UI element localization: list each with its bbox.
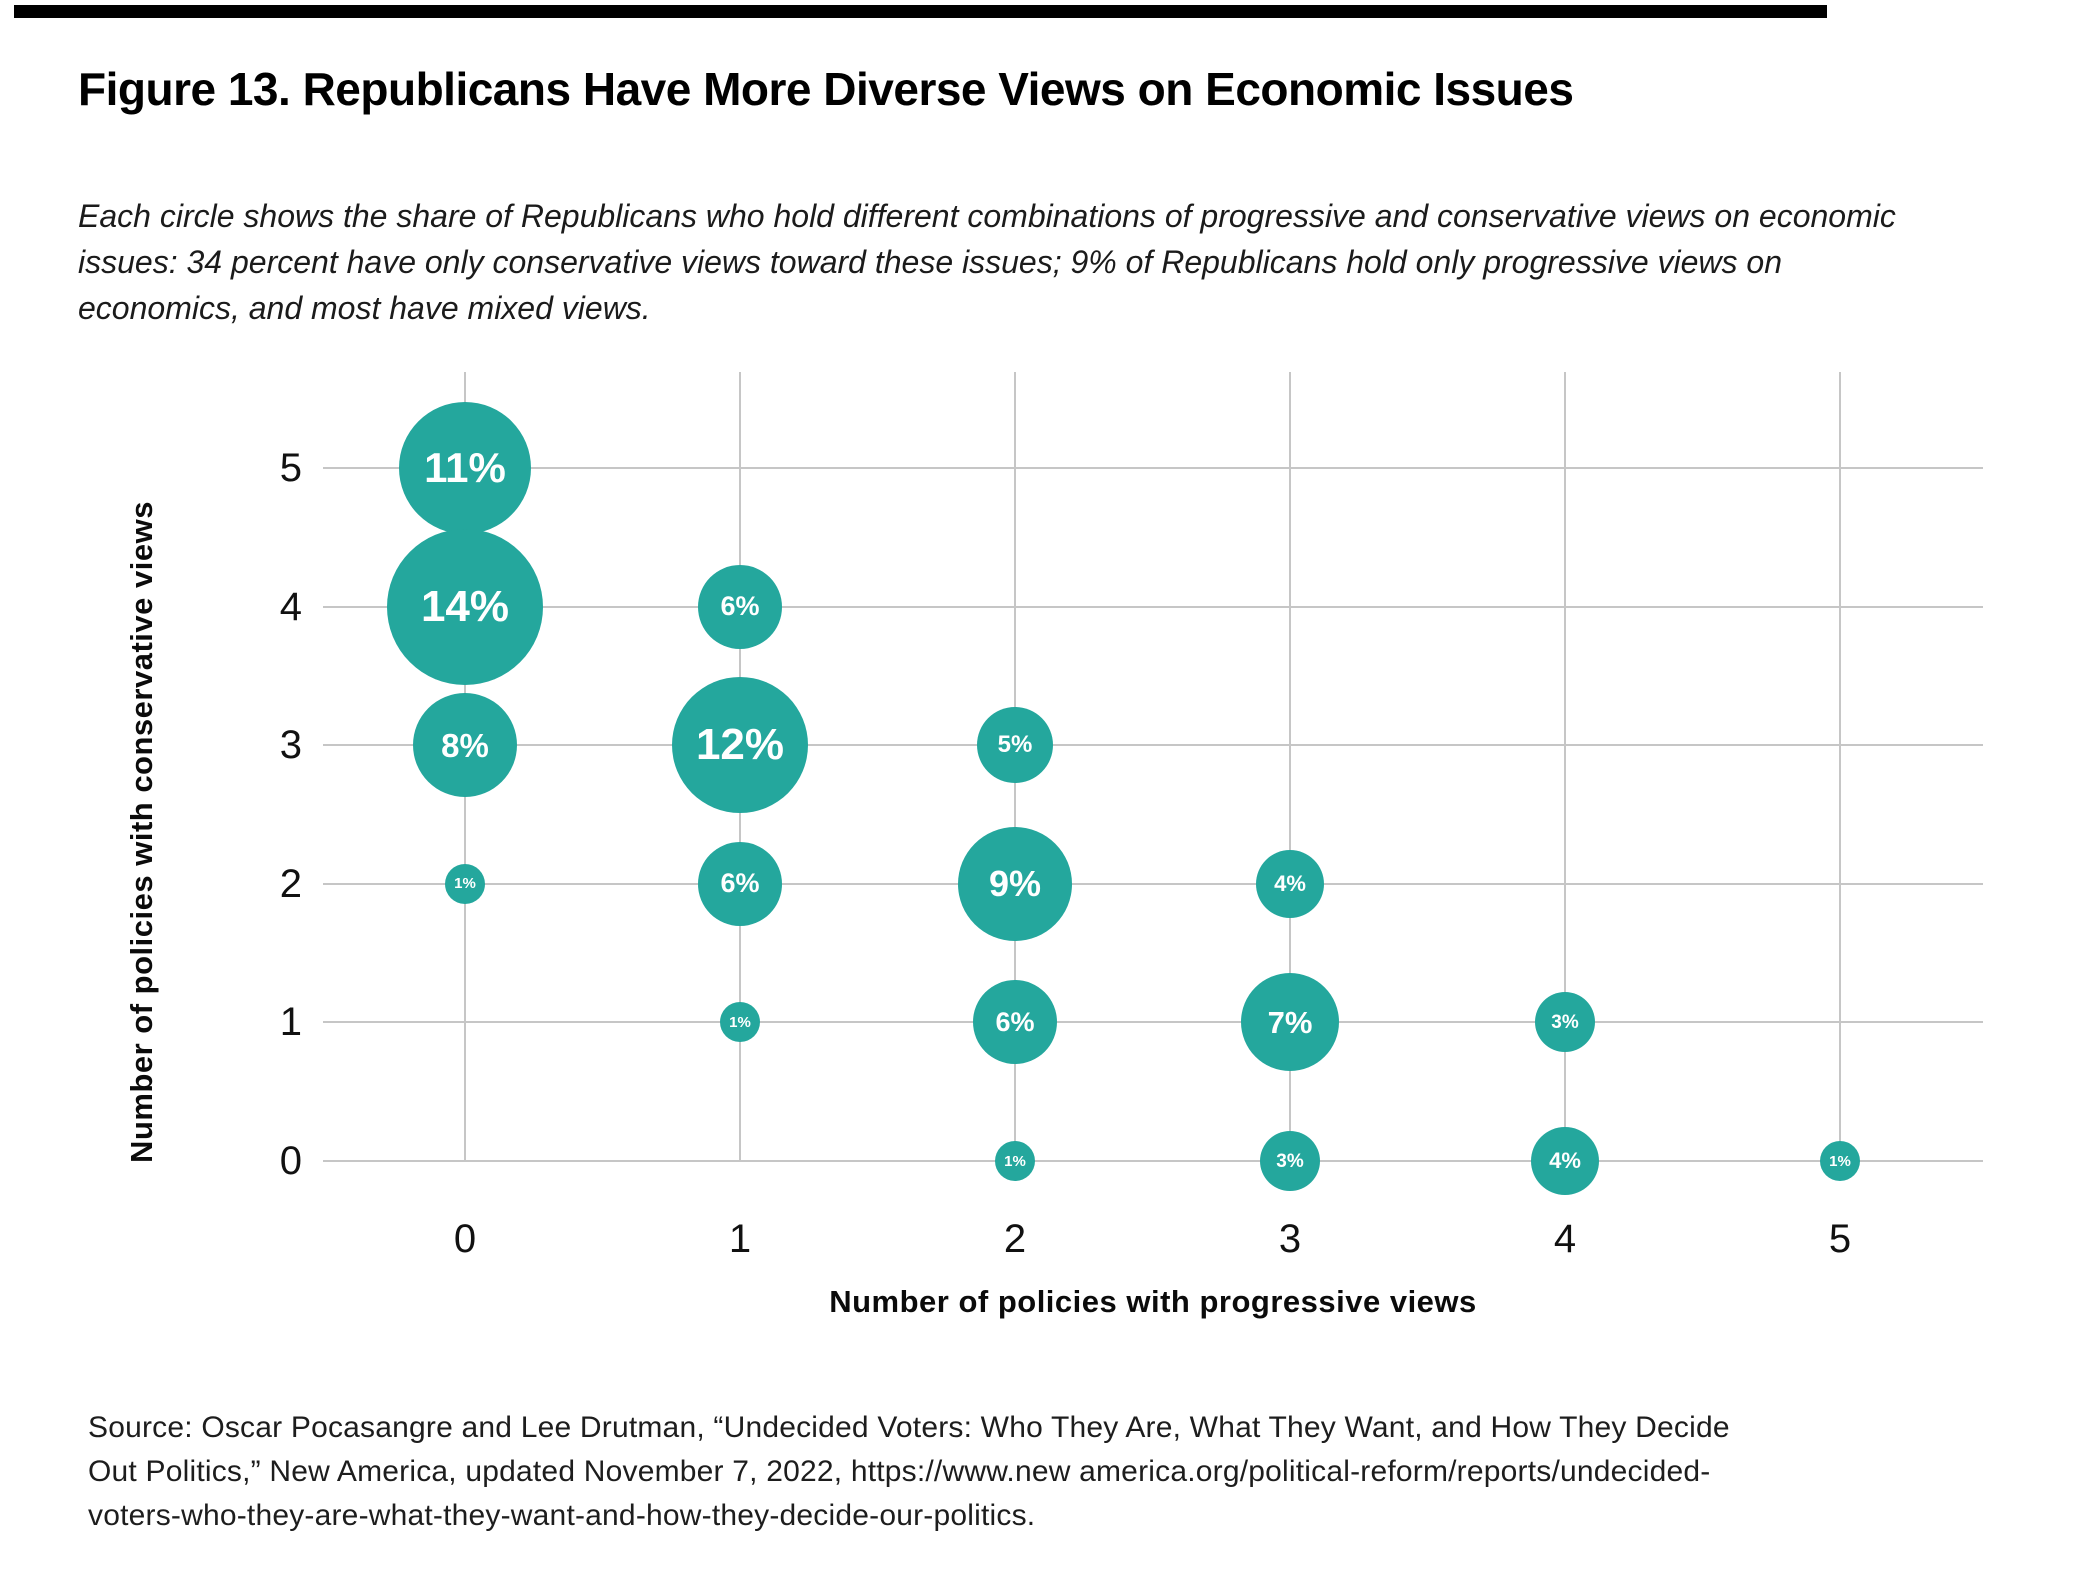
x-tick-label: 4 <box>1553 1217 1577 1261</box>
y-tick-label: 1 <box>279 1000 302 1045</box>
y-tick-label: 0 <box>279 1139 302 1183</box>
bubble-1-2: 6% <box>698 841 782 926</box>
text-line: economics, and most have mixed views. <box>78 290 651 326</box>
source-note: Source: Oscar Pocasangre and Lee Drutman… <box>88 1406 2048 1538</box>
top-accent-bar <box>14 5 1827 18</box>
h-gridline <box>323 882 1983 885</box>
x-tick-label: 0 <box>453 1217 477 1261</box>
text-line: Each circle shows the share of Republica… <box>78 198 1896 234</box>
figure-title: Figure 13. Republicans Have More Diverse… <box>78 63 1574 115</box>
bubble-1-4: 6% <box>698 564 782 649</box>
text-line: Source: Oscar Pocasangre and Lee Drutman… <box>88 1411 1730 1444</box>
h-gridline <box>323 605 1983 608</box>
v-gridline <box>1564 372 1566 1161</box>
h-gridline <box>323 467 1983 469</box>
bubble-1-3: 12% <box>672 677 808 814</box>
h-gridline <box>323 1021 1983 1024</box>
figure-subtitle: Each circle shows the share of Republica… <box>78 193 2008 331</box>
bubble-0-4: 14% <box>387 528 543 685</box>
y-tick-label: 5 <box>279 446 302 490</box>
bubble-3-2: 4% <box>1256 849 1324 918</box>
bubble-5-0: 1% <box>1820 1141 1860 1181</box>
x-tick-label: 1 <box>728 1217 752 1261</box>
bubble-2-3: 5% <box>977 707 1053 784</box>
text-line: voters-who-they-are-what-they-want-and-h… <box>88 1499 1036 1532</box>
bubble-0-3: 8% <box>413 693 517 798</box>
bubble-2-2: 9% <box>958 826 1072 941</box>
x-tick-label: 2 <box>1003 1217 1027 1261</box>
bubble-1-1: 1% <box>720 1002 760 1043</box>
v-gridline <box>1839 372 1841 1161</box>
h-gridline <box>323 1160 1983 1162</box>
bubble-0-2: 1% <box>445 863 485 904</box>
bubble-2-0: 1% <box>995 1141 1035 1181</box>
bubble-4-1: 3% <box>1535 992 1595 1053</box>
y-tick-label: 4 <box>279 584 302 629</box>
y-tick-label: 2 <box>279 861 302 906</box>
x-axis-title: Number of policies with progressive view… <box>829 1284 1477 1319</box>
text-line: issues: 34 percent have only conservativ… <box>78 244 1782 280</box>
x-tick-label: 5 <box>1828 1217 1852 1261</box>
bubble-4-0: 4% <box>1531 1127 1599 1195</box>
x-tick-label: 3 <box>1278 1217 1302 1261</box>
bubble-2-1: 6% <box>973 980 1057 1065</box>
h-gridline <box>323 744 1983 747</box>
y-tick-label: 3 <box>279 723 302 768</box>
y-axis-title: Number of policies with conservative vie… <box>124 501 159 1163</box>
v-gridline <box>1289 372 1291 1161</box>
bubble-3-1: 7% <box>1241 973 1339 1072</box>
bubble-3-0: 3% <box>1260 1131 1320 1191</box>
text-line: Out Politics,” New America, updated Nove… <box>88 1455 1711 1488</box>
bubble-0-5: 11% <box>399 402 531 534</box>
